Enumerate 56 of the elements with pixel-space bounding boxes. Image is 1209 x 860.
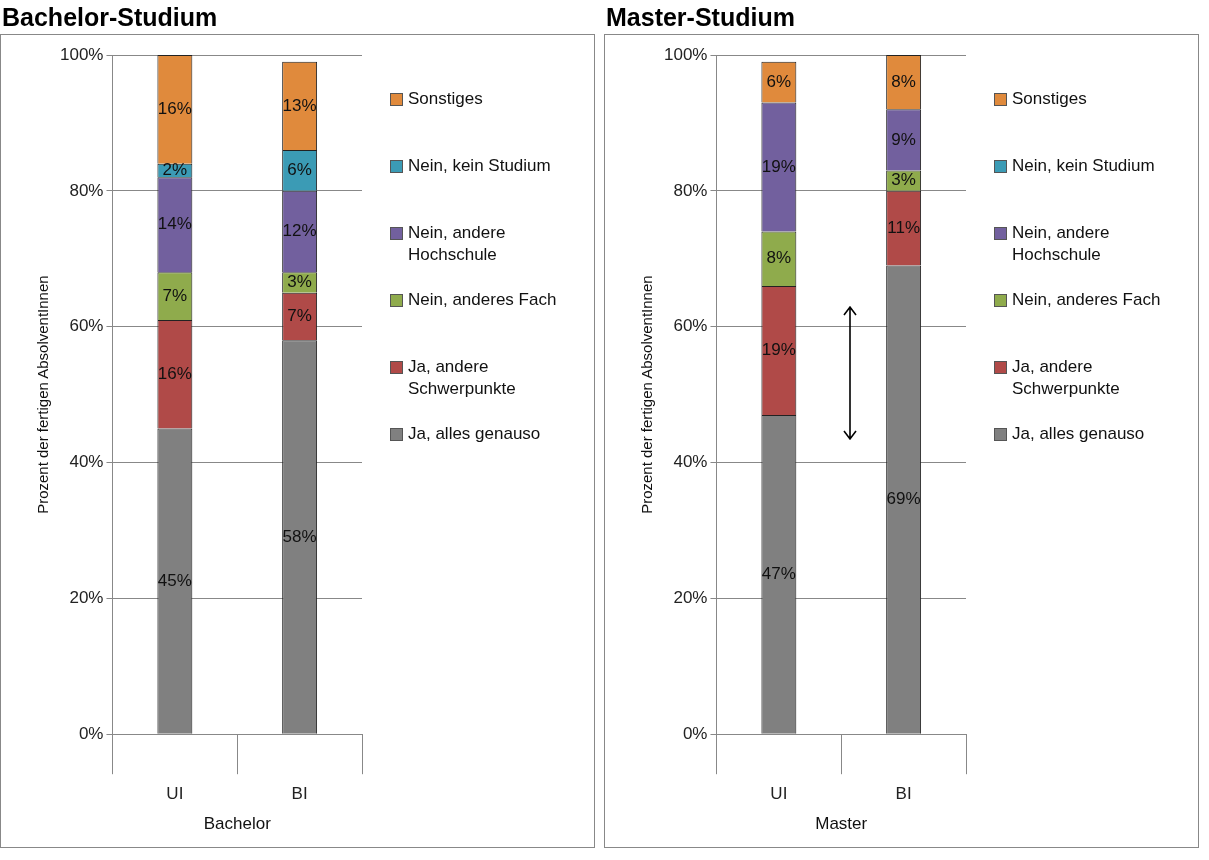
y-tick-label: 40% xyxy=(69,452,104,472)
y-tick-label: 0% xyxy=(682,723,708,743)
data-label: 14% xyxy=(157,214,192,234)
data-label: 3% xyxy=(891,170,916,190)
y-tick-label: 20% xyxy=(673,588,708,608)
y-tick-label: 80% xyxy=(673,180,708,200)
data-label: 7% xyxy=(162,285,188,305)
y-tick-label: 100% xyxy=(60,44,104,64)
x-axis-title: Bachelor xyxy=(203,814,272,834)
data-label: 8% xyxy=(891,71,916,91)
data-label: 19% xyxy=(761,340,796,360)
data-label: 3% xyxy=(287,272,312,292)
data-label: 58% xyxy=(282,526,317,546)
legend-label: Nein, andere Hochschule xyxy=(408,222,507,266)
x-tick-label: BI xyxy=(895,784,912,804)
legend-label: Nein, andere Hochschule xyxy=(1012,222,1111,266)
data-label: 2% xyxy=(162,160,188,180)
y-tick-label: 0% xyxy=(78,723,104,743)
data-label: 6% xyxy=(766,71,792,91)
y-axis-title: Prozent der fertigen AbsolventInnen xyxy=(34,275,52,514)
data-label: 11% xyxy=(887,217,920,237)
legend-label: Ja, andere Schwerpunkte xyxy=(408,356,517,400)
chart-title: Master-Studium xyxy=(605,2,796,33)
y-tick-label: 60% xyxy=(673,316,708,336)
y-tick-label: 40% xyxy=(673,452,708,472)
data-label: 16% xyxy=(157,99,192,119)
y-tick-label: 80% xyxy=(69,180,104,200)
x-tick-label: UI xyxy=(770,784,788,804)
legend-label: Ja, alles genauso xyxy=(1012,423,1145,445)
x-tick-label: UI xyxy=(166,784,184,804)
data-label: 45% xyxy=(157,570,192,590)
data-label: 8% xyxy=(766,248,792,268)
legend-label: Sonstiges xyxy=(1012,88,1087,110)
data-label: 13% xyxy=(282,95,317,115)
legend-label: Nein, kein Studium xyxy=(408,155,551,177)
data-label: 19% xyxy=(761,156,796,176)
data-label: 12% xyxy=(282,221,317,241)
legend-label: Ja, alles genauso xyxy=(408,423,541,445)
x-axis-title: Master xyxy=(815,814,868,834)
data-label: 6% xyxy=(287,160,312,180)
legend-label: Sonstiges xyxy=(408,88,483,110)
legend-label: Ja, andere Schwerpunkte xyxy=(1012,356,1121,400)
legend-label: Nein, anderes Fach xyxy=(1012,289,1161,311)
data-label: 9% xyxy=(891,129,916,149)
y-tick-label: 20% xyxy=(69,588,104,608)
y-tick-label: 60% xyxy=(69,316,104,336)
data-label: 47% xyxy=(761,564,796,584)
y-tick-label: 100% xyxy=(664,44,708,64)
chart-title: Bachelor-Studium xyxy=(1,2,219,33)
x-tick-label: BI xyxy=(291,784,308,804)
legend-label: Nein, anderes Fach xyxy=(408,289,557,311)
data-label: 7% xyxy=(287,306,312,326)
data-label: 69% xyxy=(886,489,921,509)
legend-label: Nein, kein Studium xyxy=(1012,155,1155,177)
y-axis-title: Prozent der fertigen AbsolventInnen xyxy=(638,275,656,514)
data-label: 16% xyxy=(157,363,192,383)
